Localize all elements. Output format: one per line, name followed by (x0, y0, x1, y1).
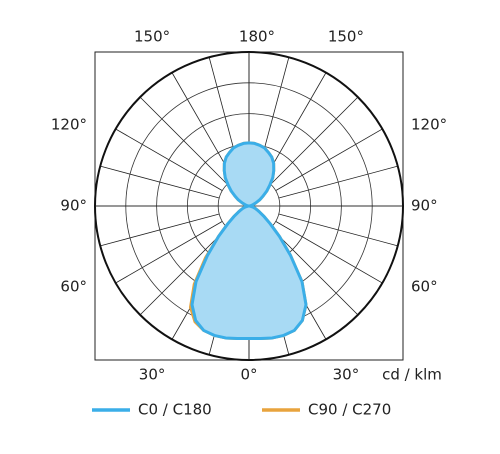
angle-label: 0° (240, 366, 257, 384)
angle-label: 30° (139, 366, 166, 384)
curves (188, 141, 308, 341)
angle-label: 150° (328, 28, 364, 46)
angle-label: 120° (51, 116, 87, 134)
legend-label: C0 / C180 (138, 401, 212, 419)
angle-label: 90° (411, 197, 438, 215)
labels: 150° 120° 90° 60° 30° 0° 30° 60° 90° 120° 150° 180°… (51, 28, 447, 419)
angle-label: 150° (134, 28, 170, 46)
angle-label: 180° (239, 28, 275, 46)
intensity-curve (190, 141, 308, 341)
angle-label: 90° (60, 197, 87, 215)
legend-label: C90 / C270 (308, 401, 391, 419)
angle-label: 120° (411, 116, 447, 134)
angle-label: 60° (60, 277, 87, 295)
unit-label: cd / klm (382, 366, 442, 384)
angle-label: 60° (411, 277, 438, 295)
angle-label: 30° (333, 366, 360, 384)
